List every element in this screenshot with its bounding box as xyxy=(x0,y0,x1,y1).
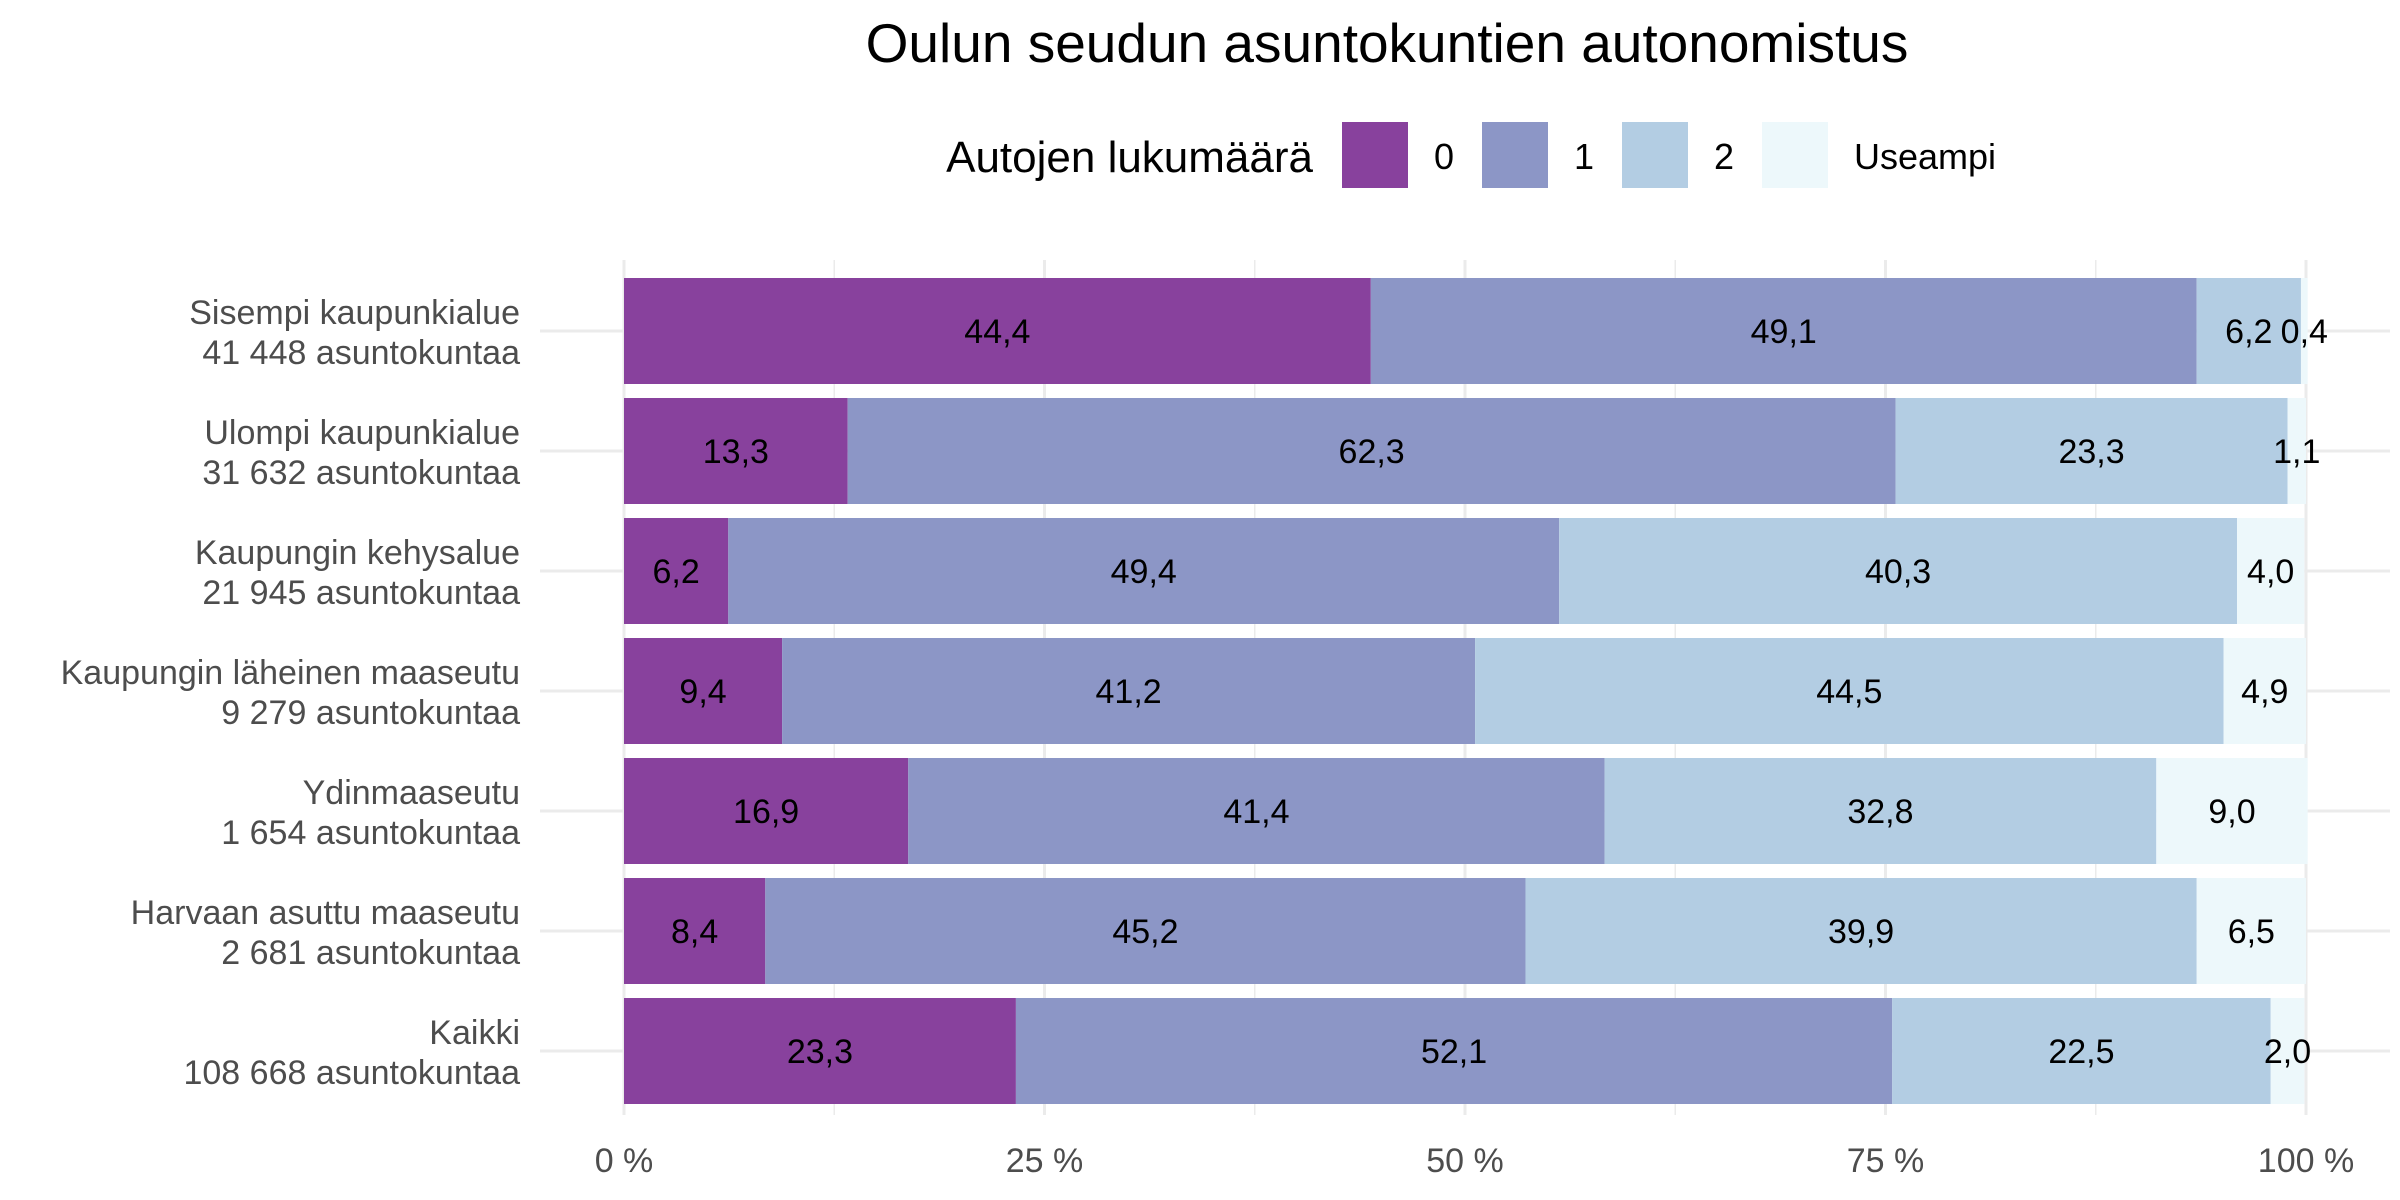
bar-segment-useampi xyxy=(2156,758,2308,864)
category-name: Ydinmaaseutu xyxy=(303,774,520,812)
data-label: 2,0 xyxy=(2264,1033,2311,1071)
data-label: 9,0 xyxy=(2208,793,2255,831)
bar-segment-1 xyxy=(765,878,1526,984)
data-label: 45,2 xyxy=(1112,913,1178,951)
bar-segment-0 xyxy=(624,878,766,984)
legend-label: 1 xyxy=(1574,136,1594,177)
data-label: 49,1 xyxy=(1751,313,1817,351)
data-label: 16,9 xyxy=(733,793,799,831)
data-label: 32,8 xyxy=(1847,793,1913,831)
legend-key xyxy=(1482,122,1548,188)
bar-segment-0 xyxy=(624,638,783,744)
data-label: 44,4 xyxy=(964,313,1030,351)
category-count: 2 681 asuntokuntaa xyxy=(221,934,520,972)
legend-label: 0 xyxy=(1434,136,1454,177)
bar-segment-2 xyxy=(2196,278,2301,384)
category-name: Kaupungin kehysalue xyxy=(195,534,520,572)
category-count: 41 448 asuntokuntaa xyxy=(202,334,520,372)
bar-segment-2 xyxy=(1895,398,2288,504)
data-label: 22,5 xyxy=(2048,1033,2114,1071)
category-count: 9 279 asuntokuntaa xyxy=(221,694,520,732)
data-label: 4,9 xyxy=(2241,673,2288,711)
legend: 0 1 2 Useampi xyxy=(1342,122,1996,188)
data-label: 41,4 xyxy=(1223,793,1289,831)
data-label: 0,4 xyxy=(2281,313,2328,351)
category-name: Kaupungin läheinen maaseutu xyxy=(61,654,520,692)
bar-segment-2 xyxy=(1604,758,2157,864)
bar-segment-1 xyxy=(908,758,1605,864)
data-label: 8,4 xyxy=(671,913,718,951)
data-label: 23,3 xyxy=(2058,433,2124,471)
data-label: 6,2 xyxy=(653,553,700,591)
bar-segment-0 xyxy=(624,758,909,864)
bar-segment-0 xyxy=(624,998,1016,1104)
bar-segment-useampi xyxy=(2300,278,2308,384)
data-label: 6,2 xyxy=(2225,313,2272,351)
bar-segment-2 xyxy=(1892,998,2271,1104)
bar-segment-1 xyxy=(1370,278,2197,384)
data-label: 9,4 xyxy=(679,673,726,711)
category-count: 21 945 asuntokuntaa xyxy=(202,574,520,612)
x-tick-label: 50 % xyxy=(1426,1142,1504,1180)
chart-title: Oulun seudun asuntokuntien autonomistus xyxy=(866,12,1909,74)
category-name: Sisempi kaupunkialue xyxy=(189,294,520,332)
data-label: 52,1 xyxy=(1421,1033,1487,1071)
legend-label: Useampi xyxy=(1854,136,1996,177)
bars: 44,4 49,1 6,2 0,413,3 62,3 23,3 1,16,2 49,4 40,3… xyxy=(624,278,2328,1104)
bar-segment-0 xyxy=(624,278,1371,384)
bar-segment-useampi xyxy=(2223,638,2306,744)
data-label: 39,9 xyxy=(1828,913,1894,951)
data-label: 41,2 xyxy=(1096,673,1162,711)
category-count: 108 668 asuntokuntaa xyxy=(183,1054,520,1092)
x-tick-label: 75 % xyxy=(1847,1142,1925,1180)
data-label: 13,3 xyxy=(703,433,769,471)
x-tick-label: 0 % xyxy=(595,1142,654,1180)
data-label: 44,5 xyxy=(1816,673,1882,711)
bar-segment-useampi xyxy=(2287,398,2306,504)
category-count: 1 654 asuntokuntaa xyxy=(221,814,520,852)
data-label: 1,1 xyxy=(2273,433,2320,471)
bar-segment-0 xyxy=(624,398,848,504)
data-label: 62,3 xyxy=(1339,433,1405,471)
bar-segment-1 xyxy=(847,398,1896,504)
category-name: Ulompi kaupunkialue xyxy=(204,414,520,452)
bar-segment-2 xyxy=(1559,518,2238,624)
bar-segment-1 xyxy=(1015,998,1893,1104)
x-tick-label: 25 % xyxy=(1006,1142,1084,1180)
bar-segment-1 xyxy=(728,518,1560,624)
bar-segment-1 xyxy=(782,638,1476,744)
legend-key xyxy=(1762,122,1828,188)
legend-key xyxy=(1622,122,1688,188)
bar-segment-useampi xyxy=(2270,998,2305,1104)
category-name: Harvaan asuttu maaseutu xyxy=(131,894,520,932)
legend-label: 2 xyxy=(1714,136,1734,177)
x-tick-label: 100 % xyxy=(2258,1142,2354,1180)
data-label: 23,3 xyxy=(787,1033,853,1071)
bar-segment-useampi xyxy=(2237,518,2305,624)
bar-segment-2 xyxy=(1525,878,2197,984)
category-name: Kaikki xyxy=(429,1014,520,1052)
x-axis-ticks: 0 % 25 % 50 % 75 % 100 % xyxy=(595,1142,2355,1180)
legend-title: Autojen lukumäärä xyxy=(946,133,1313,182)
data-label: 4,0 xyxy=(2247,553,2294,591)
bar-segment-useampi xyxy=(2196,878,2306,984)
data-label: 49,4 xyxy=(1111,553,1177,591)
category-count: 31 632 asuntokuntaa xyxy=(202,454,520,492)
legend-key xyxy=(1342,122,1408,188)
bar-segment-2 xyxy=(1475,638,2224,744)
bar-segment-0 xyxy=(624,518,729,624)
data-label: 40,3 xyxy=(1865,553,1931,591)
data-label: 6,5 xyxy=(2228,913,2275,951)
